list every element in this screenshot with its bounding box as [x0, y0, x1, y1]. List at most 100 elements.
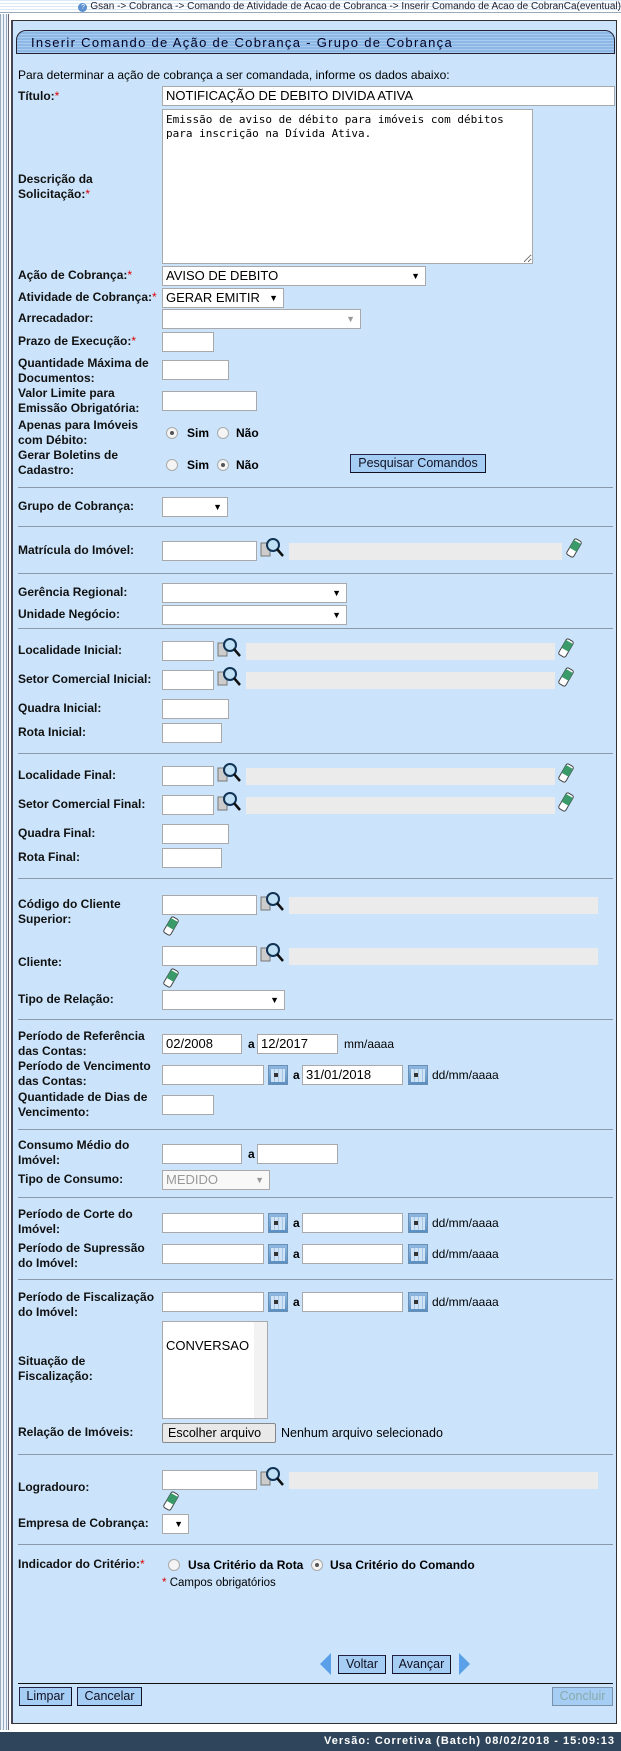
atividade-label: Atividade de Cobrança:*: [18, 290, 157, 304]
file-status: Nenhum arquivo selecionado: [281, 1426, 443, 1440]
help-icon[interactable]: ?: [78, 3, 88, 12]
qtd-dias-input[interactable]: [162, 1095, 214, 1115]
setor-fim-description: [246, 797, 555, 814]
descricao-label: Descrição da Solicitação:*: [18, 172, 93, 201]
rota-ini-input[interactable]: [162, 723, 222, 743]
corte-ini-input[interactable]: [162, 1213, 264, 1233]
matricula-description: [289, 543, 562, 560]
voltar-button[interactable]: Voltar: [338, 1655, 386, 1674]
calendar-icon[interactable]: [408, 1213, 428, 1233]
corte-fim-input[interactable]: [302, 1213, 403, 1233]
cliente-description: [289, 948, 598, 965]
grupo-select[interactable]: ▼: [162, 497, 228, 517]
quadra-fim-input[interactable]: [162, 824, 229, 844]
search-icon[interactable]: [260, 891, 284, 913]
apenas-debito-label: Apenas para Imóveis com Débito:: [18, 418, 139, 447]
calendar-icon[interactable]: [268, 1292, 288, 1312]
criterio-comando-radio[interactable]: [311, 1559, 323, 1571]
gerencia-select[interactable]: ▼: [162, 583, 347, 603]
consumo-ini-input[interactable]: [162, 1144, 242, 1164]
calendar-icon[interactable]: [268, 1244, 288, 1264]
search-icon[interactable]: [217, 762, 241, 784]
supressao-fim-input[interactable]: [302, 1244, 403, 1264]
pesquisar-comandos-button[interactable]: Pesquisar Comandos: [350, 454, 486, 473]
search-icon[interactable]: [260, 537, 284, 559]
eraser-icon[interactable]: [163, 916, 179, 936]
cliente-input[interactable]: [162, 946, 257, 966]
fiscalizacao-fim-input[interactable]: [302, 1292, 403, 1312]
calendar-icon[interactable]: [268, 1065, 288, 1085]
arrow-right-icon[interactable]: [459, 1653, 470, 1675]
eraser-icon[interactable]: [163, 1491, 179, 1511]
valor-limite-input[interactable]: [162, 391, 257, 411]
search-icon[interactable]: [260, 942, 284, 964]
eraser-icon[interactable]: [566, 538, 582, 558]
prazo-input[interactable]: [162, 332, 214, 352]
unidade-select[interactable]: ▼: [162, 605, 347, 625]
ref-ini-input[interactable]: 02/2008: [162, 1034, 242, 1054]
atividade-select[interactable]: GERAR EMITIR ▼: [162, 288, 284, 308]
gerar-boletins-nao-radio[interactable]: [217, 459, 229, 471]
venc-ini-input[interactable]: [162, 1065, 264, 1085]
gerar-boletins-sim-radio[interactable]: [166, 459, 178, 471]
cancelar-button[interactable]: Cancelar: [77, 1687, 142, 1706]
empresa-select[interactable]: ▼: [162, 1514, 189, 1534]
apenas-debito-sim-radio[interactable]: [166, 427, 178, 439]
calendar-icon[interactable]: [408, 1065, 428, 1085]
limpar-button[interactable]: Limpar: [19, 1687, 72, 1706]
empresa-label: Empresa de Cobrança:: [18, 1516, 149, 1530]
search-icon[interactable]: [217, 666, 241, 688]
cliente-sup-description: [289, 897, 598, 914]
venc-fim-input[interactable]: 31/01/2018: [302, 1065, 403, 1085]
setor-ini-input[interactable]: [162, 670, 214, 690]
arrecadador-select[interactable]: ▼: [162, 309, 361, 329]
quadra-ini-input[interactable]: [162, 699, 229, 719]
tipo-relacao-select[interactable]: ▼: [162, 990, 285, 1010]
titulo-input[interactable]: NOTIFICAÇÃO DE DEBITO DIVIDA ATIVA: [162, 86, 615, 106]
loc-ini-input[interactable]: [162, 641, 214, 661]
unidade-label: Unidade Negócio:: [18, 607, 121, 621]
eraser-icon[interactable]: [558, 763, 574, 783]
eraser-icon[interactable]: [558, 667, 574, 687]
descricao-textarea[interactable]: Emissão de aviso de débito para imóveis …: [162, 109, 533, 264]
arrow-left-icon[interactable]: [320, 1653, 331, 1675]
eraser-icon[interactable]: [558, 638, 574, 658]
search-icon[interactable]: [217, 637, 241, 659]
acao-select[interactable]: AVISO DE DEBITO ▼: [162, 266, 426, 286]
sit-fiscalizacao-listbox[interactable]: CONVERSAO: [162, 1321, 268, 1419]
eraser-icon[interactable]: [558, 792, 574, 812]
search-icon[interactable]: [217, 791, 241, 813]
consumo-fim-input[interactable]: [257, 1144, 338, 1164]
logradouro-description: [289, 1472, 598, 1489]
ref-fim-input[interactable]: 12/2017: [257, 1034, 338, 1054]
loc-fim-input[interactable]: [162, 766, 214, 786]
choose-file-button[interactable]: Escolher arquivo: [162, 1423, 276, 1443]
divider: [18, 1683, 613, 1684]
divider: [18, 878, 613, 879]
matricula-input[interactable]: [162, 541, 257, 561]
qtd-max-input[interactable]: [162, 360, 229, 380]
apenas-debito-nao-radio[interactable]: [217, 427, 229, 439]
tipo-consumo-select[interactable]: MEDIDO ▼: [162, 1170, 270, 1190]
logradouro-input[interactable]: [162, 1470, 257, 1490]
scrollbar[interactable]: [254, 1322, 267, 1418]
rota-fim-input[interactable]: [162, 848, 222, 868]
avancar-button[interactable]: Avançar: [392, 1655, 451, 1674]
supressao-ini-input[interactable]: [162, 1244, 264, 1264]
list-option[interactable]: CONVERSAO: [166, 1338, 250, 1353]
setor-fim-input[interactable]: [162, 795, 214, 815]
cliente-sup-input[interactable]: [162, 895, 257, 915]
calendar-icon[interactable]: [408, 1244, 428, 1264]
fiscalizacao-ini-input[interactable]: [162, 1292, 264, 1312]
criterio-rota-radio[interactable]: [168, 1559, 180, 1571]
search-icon[interactable]: [260, 1466, 284, 1488]
loc-ini-label: Localidade Inicial:: [18, 643, 123, 657]
calendar-icon[interactable]: [408, 1292, 428, 1312]
concluir-button[interactable]: Concluir: [552, 1687, 613, 1706]
divider: [18, 1279, 613, 1280]
eraser-icon[interactable]: [163, 968, 179, 988]
form-panel: [11, 20, 617, 1724]
setor-ini-label: Setor Comercial Inicial:: [18, 672, 152, 686]
calendar-icon[interactable]: [268, 1213, 288, 1233]
required-note: * Campos obrigatórios: [162, 1577, 276, 1589]
